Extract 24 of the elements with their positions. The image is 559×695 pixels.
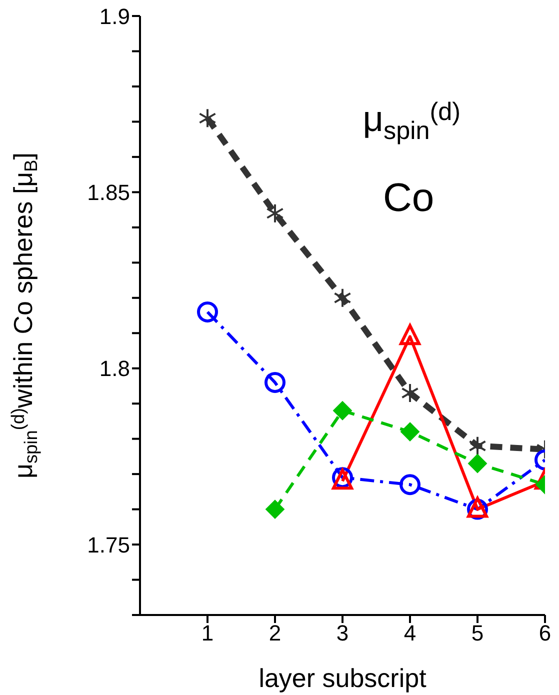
x-tick-label: 6 [538, 620, 552, 646]
point [334, 288, 352, 308]
point [198, 108, 216, 128]
x-axis-title: layer subscript [258, 663, 428, 693]
y-tick-label: 1.85 [87, 180, 130, 205]
point [197, 301, 218, 322]
point [333, 401, 352, 420]
point [400, 474, 420, 496]
x-tick-label: 4 [404, 620, 416, 646]
point [468, 436, 486, 456]
point [400, 422, 420, 442]
x-tick-label: 1 [201, 620, 214, 646]
x-tick-label: 2 [268, 620, 282, 646]
point [266, 500, 284, 519]
y-tick-label: 1.8 [99, 356, 130, 382]
annotation: Co [383, 176, 434, 220]
x-tick-label: 5 [471, 620, 484, 646]
point [401, 383, 419, 404]
point [264, 372, 286, 393]
point [266, 203, 284, 224]
point [468, 454, 487, 473]
y-tick-label: 1.75 [87, 532, 130, 558]
y-tick-label: 1.9 [99, 4, 130, 29]
x-tick-label: 3 [336, 620, 349, 646]
